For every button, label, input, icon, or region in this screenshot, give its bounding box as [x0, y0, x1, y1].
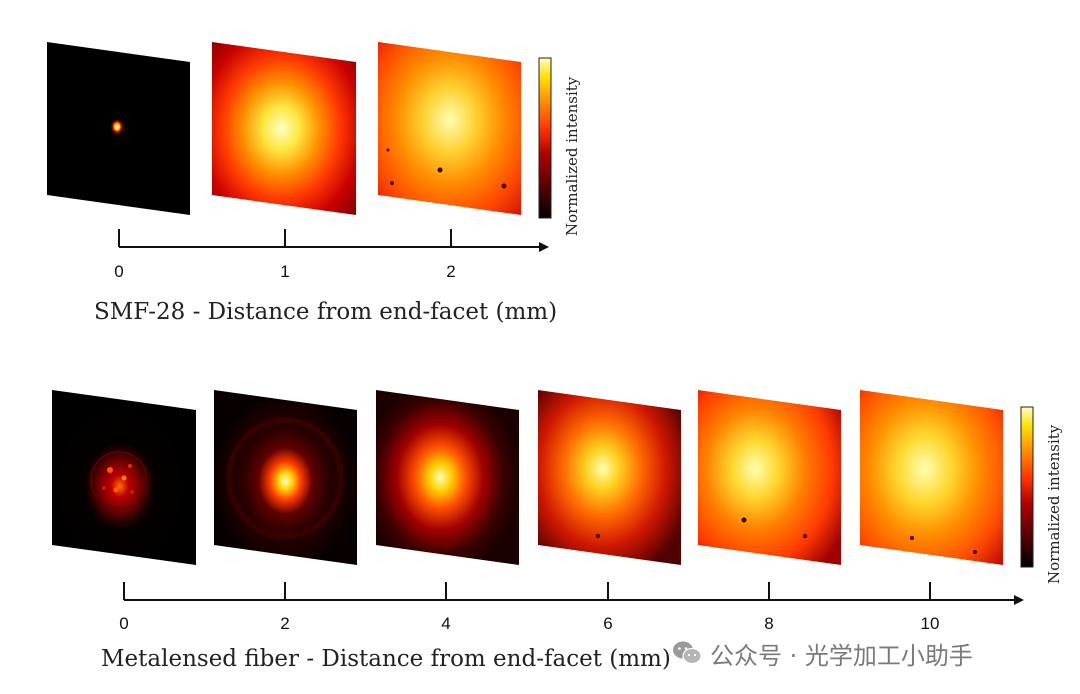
tick-label-bottom-10: 10: [921, 614, 940, 633]
intensity-map-smf-2mm: [378, 42, 521, 215]
watermark-text: 公众号 · 光学加工小助手: [710, 641, 973, 670]
intensity-map-metalens-2mm: [214, 390, 357, 565]
intensity-map-smf-1mm: [212, 42, 356, 215]
intensity-map-smf-0mm: [47, 42, 190, 215]
intensity-map-metalens-4mm: [376, 390, 519, 565]
intensity-map-metalens-10mm: [860, 390, 1003, 565]
tick-label-top-1: 1: [280, 262, 289, 281]
distance-axis-top: [118, 229, 549, 252]
tick-label-top-2: 2: [446, 262, 455, 281]
distance-axis-bottom: [123, 582, 1024, 605]
watermark: 公众号 · 光学加工小助手: [672, 636, 973, 670]
tick-label-top-0: 0: [114, 262, 123, 281]
intensity-map-metalens-6mm: [538, 390, 681, 565]
colorbar-label-bottom: Normalized intensity: [1045, 424, 1063, 584]
caption-smf28: SMF-28 - Distance from end-facet (mm): [94, 299, 557, 325]
tick-label-bottom-6: 6: [603, 614, 612, 633]
tick-label-bottom-0: 0: [119, 614, 128, 633]
colorbar-bottom: [1020, 406, 1034, 568]
colorbar-top: [538, 57, 552, 219]
tick-label-bottom-2: 2: [280, 614, 289, 633]
wechat-icon: [673, 641, 702, 665]
intensity-map-metalens-0mm: [52, 390, 196, 565]
caption-metalensed-fiber: Metalensed fiber - Distance from end-fac…: [101, 646, 671, 672]
intensity-map-metalens-8mm: [698, 390, 841, 565]
colorbar-label-top: Normalized intensity: [563, 76, 581, 236]
tick-label-bottom-4: 4: [441, 614, 450, 633]
tick-label-bottom-8: 8: [764, 614, 773, 633]
